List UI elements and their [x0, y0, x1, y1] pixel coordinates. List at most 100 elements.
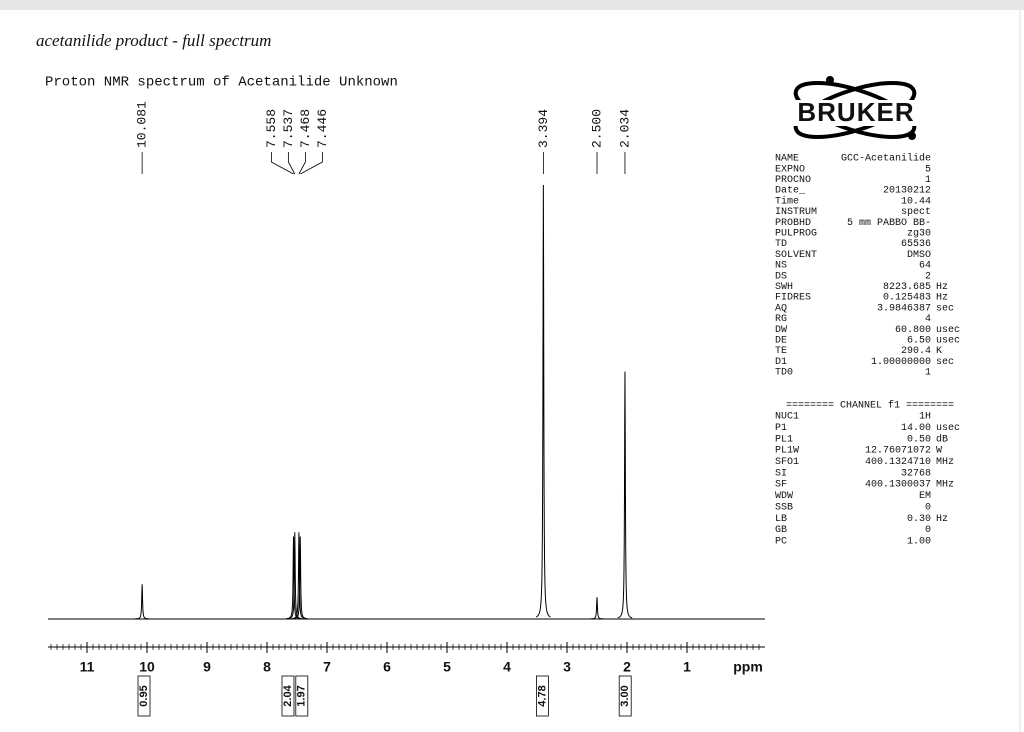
x-tick-label: 6	[383, 659, 391, 675]
param-value: 1H	[919, 412, 931, 423]
x-tick-label: 10	[139, 659, 155, 675]
param-unit: Hz	[936, 293, 948, 304]
param-name: RG	[775, 314, 787, 325]
x-tick-label: 11	[80, 659, 95, 675]
param-value: GCC-Acetanilide	[841, 153, 931, 165]
peak	[535, 184, 551, 618]
peak-label-leader	[287, 152, 296, 175]
peak-label: 7.558	[264, 109, 279, 148]
param-name: D1	[775, 357, 787, 368]
param-value: 290.4	[901, 346, 931, 357]
param-value: 1	[925, 175, 931, 186]
integral-bracket	[137, 675, 151, 717]
param-name: PULPROG	[775, 229, 817, 240]
param-value: 0.125483	[883, 293, 931, 304]
param-value: 2	[925, 271, 931, 282]
param-value: 14.00	[901, 423, 931, 434]
logo-text: BRUKER	[797, 97, 914, 127]
param-name: Time	[775, 195, 799, 207]
param-unit: usec	[936, 336, 960, 347]
param-value: 1.00	[907, 536, 931, 547]
param-name: TD0	[775, 368, 793, 379]
param-value: 12.76071072	[865, 446, 931, 457]
peak-label: 7.537	[281, 109, 296, 148]
param-unit: MHz	[936, 480, 954, 491]
param-value: 0.50	[907, 434, 931, 445]
param-unit: Hz	[936, 514, 948, 525]
param-name: NUC1	[775, 412, 799, 423]
param-value: EM	[919, 491, 931, 502]
chart-title: Proton NMR spectrum of Acetanilide Unkno…	[45, 75, 398, 91]
integral-label: 0.95	[138, 685, 150, 706]
param-value: 5	[925, 164, 931, 175]
param-value: 5 mm PABBO BB-	[847, 218, 931, 229]
param-unit: K	[936, 346, 942, 357]
peak	[617, 371, 633, 619]
param-unit: Hz	[936, 282, 948, 293]
param-unit: usec	[936, 423, 960, 434]
logo-orbit	[793, 81, 917, 139]
param-name: TE	[775, 346, 787, 357]
param-value: 6.50	[907, 336, 931, 347]
logo-bg	[778, 100, 934, 126]
param-name: EXPNO	[775, 164, 805, 175]
param-value: 0	[925, 525, 931, 536]
logo-dot	[908, 132, 916, 140]
x-tick-label: 7	[323, 659, 331, 675]
param-value: 60.800	[895, 325, 931, 336]
x-tick-label: 9	[203, 659, 211, 675]
peak-label: 7.468	[298, 109, 313, 148]
param-name: PROCNO	[775, 175, 811, 186]
integral-bracket	[281, 675, 295, 717]
param-value: 64	[919, 261, 931, 272]
param-unit: usec	[936, 325, 960, 336]
param-unit: sec	[936, 357, 954, 368]
param-name: PC	[775, 536, 787, 547]
param-unit: dB	[936, 433, 948, 445]
integral-bracket	[295, 675, 309, 717]
param-name: LB	[775, 514, 787, 525]
param-unit: sec	[936, 303, 954, 314]
param-name: PL1	[775, 434, 793, 445]
param-name: SOLVENT	[775, 250, 817, 261]
param-value: 8223.685	[883, 282, 931, 293]
bruker-logo: BRUKER	[778, 76, 934, 140]
peak-label: 10.081	[135, 101, 150, 148]
peak-label: 2.500	[589, 109, 604, 148]
x-tick-label: 3	[563, 659, 571, 675]
peak-label-leader	[298, 152, 306, 175]
param-name: AQ	[775, 303, 787, 314]
peak	[287, 532, 303, 620]
peak	[292, 536, 308, 620]
param-name: SSB	[775, 502, 793, 513]
param-value: 0.30	[907, 514, 931, 525]
peak-label: 7.446	[315, 109, 330, 148]
x-tick-label: 8	[263, 659, 271, 675]
param-name: TD	[775, 239, 787, 250]
param-unit: W	[936, 446, 942, 457]
integral-label: 2.04	[282, 684, 294, 706]
integral-label: 1.97	[296, 685, 308, 706]
param-name: P1	[775, 423, 787, 434]
param-value: 4	[925, 314, 931, 325]
x-tick-label: 1	[683, 659, 691, 675]
param-value: 32768	[901, 468, 931, 479]
param-name: NS	[775, 261, 787, 272]
param-value: 1	[925, 368, 931, 379]
channel-header: ======== CHANNEL f1 ========	[786, 400, 954, 412]
param-name: SI	[775, 468, 787, 479]
x-axis-label: ppm	[733, 659, 763, 675]
param-name: NAME	[775, 154, 799, 165]
param-name: FIDRES	[775, 293, 811, 304]
param-name: GB	[775, 525, 787, 536]
param-value: 1.00000000	[871, 357, 931, 368]
integral-bracket	[618, 675, 632, 717]
param-value: 65536	[901, 239, 931, 250]
peak	[134, 584, 150, 620]
param-name: DE	[775, 336, 787, 347]
peak-label-leader	[270, 152, 294, 175]
param-name: Date_	[775, 186, 806, 197]
peak-label-leader	[300, 152, 323, 175]
